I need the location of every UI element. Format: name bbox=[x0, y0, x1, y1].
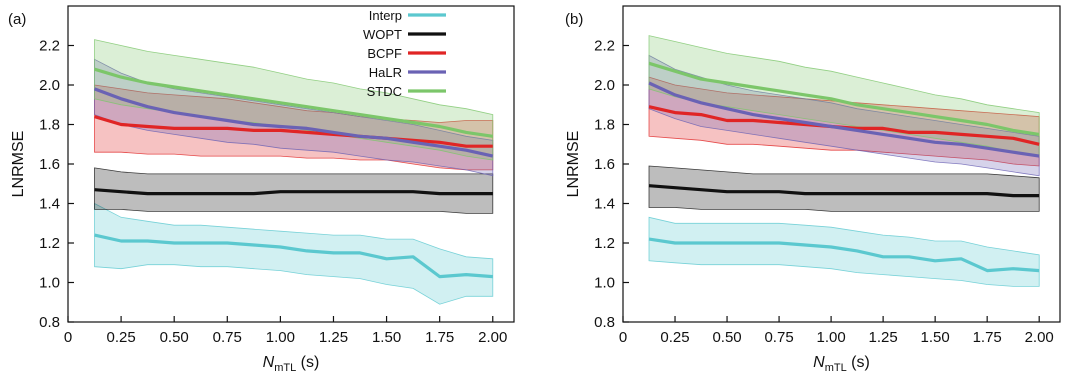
y-axis-label: LNRMSE bbox=[565, 131, 582, 198]
x-axis-label: NmTL (s) bbox=[813, 354, 870, 374]
y-tick-label: 1.0 bbox=[39, 275, 60, 292]
x-tick-label: 0 bbox=[64, 329, 72, 346]
series-line-bcpf bbox=[94, 115, 493, 148]
x-tick-label: 0.50 bbox=[712, 329, 741, 346]
series-line-interp bbox=[94, 233, 493, 279]
x-tick-label: 1.75 bbox=[425, 329, 454, 346]
y-tick-label: 2.0 bbox=[39, 77, 60, 94]
y-tick-label: 2.2 bbox=[39, 38, 60, 55]
x-tick-label: 1.50 bbox=[921, 329, 950, 346]
chart-panel-a: 0.8 1.0 1.2 1.4 1.6 1.8 2.0 2.2 0 0.25 0.50 0.75 1.0… bbox=[8, 5, 515, 374]
x-tick-label: 1.00 bbox=[266, 329, 295, 346]
x-tick-label: 1.00 bbox=[816, 329, 845, 346]
x-tick-label: 0 bbox=[619, 329, 627, 346]
confidence-band-wopt bbox=[648, 165, 1040, 212]
x-axis-label: NmTL (s) bbox=[263, 354, 320, 374]
chart-panel-b: 0.8 1.0 1.2 1.4 1.6 1.8 2.0 2.2 0 0.25 0.50 0.75 1.0… bbox=[565, 5, 1061, 374]
y-axis-label: LNRMSE bbox=[10, 131, 27, 198]
x-axis-label-subscript: mTL bbox=[825, 362, 847, 374]
x-tick-label: 0.75 bbox=[764, 329, 793, 346]
x-tick-label: 0.50 bbox=[160, 329, 189, 346]
series-line-wopt bbox=[94, 188, 493, 196]
legend-label-wopt: WOPT bbox=[363, 27, 402, 42]
y-tick-label: 1.0 bbox=[594, 275, 615, 292]
x-tick-label: 2.00 bbox=[1025, 329, 1054, 346]
x-tick-label: 0.75 bbox=[213, 329, 242, 346]
x-tick-label: 2.00 bbox=[478, 329, 507, 346]
confidence-band-interp bbox=[94, 202, 494, 305]
y-tick-label: 1.4 bbox=[594, 196, 615, 213]
x-axis-label-subscript: mTL bbox=[274, 362, 296, 374]
legend-label-interp: Interp bbox=[369, 8, 402, 23]
y-tick-label: 1.4 bbox=[39, 196, 60, 213]
series-line-halr bbox=[93, 87, 494, 158]
x-axis-label-unit: (s) bbox=[296, 354, 319, 371]
x-tick-label: 1.25 bbox=[319, 329, 348, 346]
y-tick-label: 1.8 bbox=[39, 117, 60, 134]
y-tick-label: 2.0 bbox=[594, 77, 615, 94]
series-line-stdc bbox=[648, 61, 1040, 136]
y-tick-label: 0.8 bbox=[594, 314, 615, 331]
series-line-stdc bbox=[94, 67, 494, 138]
x-axis-label-unit: (s) bbox=[847, 354, 870, 371]
y-tick-label: 1.8 bbox=[594, 117, 615, 134]
x-tick-label: 1.50 bbox=[372, 329, 401, 346]
x-tick-label: 1.25 bbox=[869, 329, 898, 346]
confidence-band-interp bbox=[648, 216, 1040, 287]
panel-label: (a) bbox=[8, 11, 26, 28]
y-tick-label: 1.2 bbox=[39, 235, 60, 252]
y-tick-label: 1.2 bbox=[594, 235, 615, 252]
y-tick-label: 0.8 bbox=[39, 314, 60, 331]
x-tick-label: 0.25 bbox=[106, 329, 135, 346]
legend-label-stdc: STDC bbox=[367, 84, 402, 99]
x-axis-label-symbol: N bbox=[813, 354, 825, 371]
legend-label-bcpf: BCPF bbox=[367, 46, 402, 61]
x-axis-label-symbol: N bbox=[263, 354, 275, 371]
confidence-band-halr bbox=[94, 58, 494, 177]
x-tick-label: 1.75 bbox=[973, 329, 1002, 346]
panel-label: (b) bbox=[565, 11, 583, 28]
legend-label-halr: HaLR bbox=[369, 65, 402, 80]
y-tick-label: 1.6 bbox=[594, 156, 615, 173]
legend: Interp WOPT BCPF HaLR STDC bbox=[363, 8, 446, 99]
series-line-interp bbox=[648, 237, 1040, 273]
series-line-halr bbox=[648, 81, 1040, 158]
series-line-wopt bbox=[648, 184, 1040, 198]
y-tick-label: 2.2 bbox=[594, 38, 615, 55]
x-tick-label: 0.25 bbox=[660, 329, 689, 346]
y-tick-label: 1.6 bbox=[39, 156, 60, 173]
confidence-band-halr bbox=[648, 54, 1040, 177]
